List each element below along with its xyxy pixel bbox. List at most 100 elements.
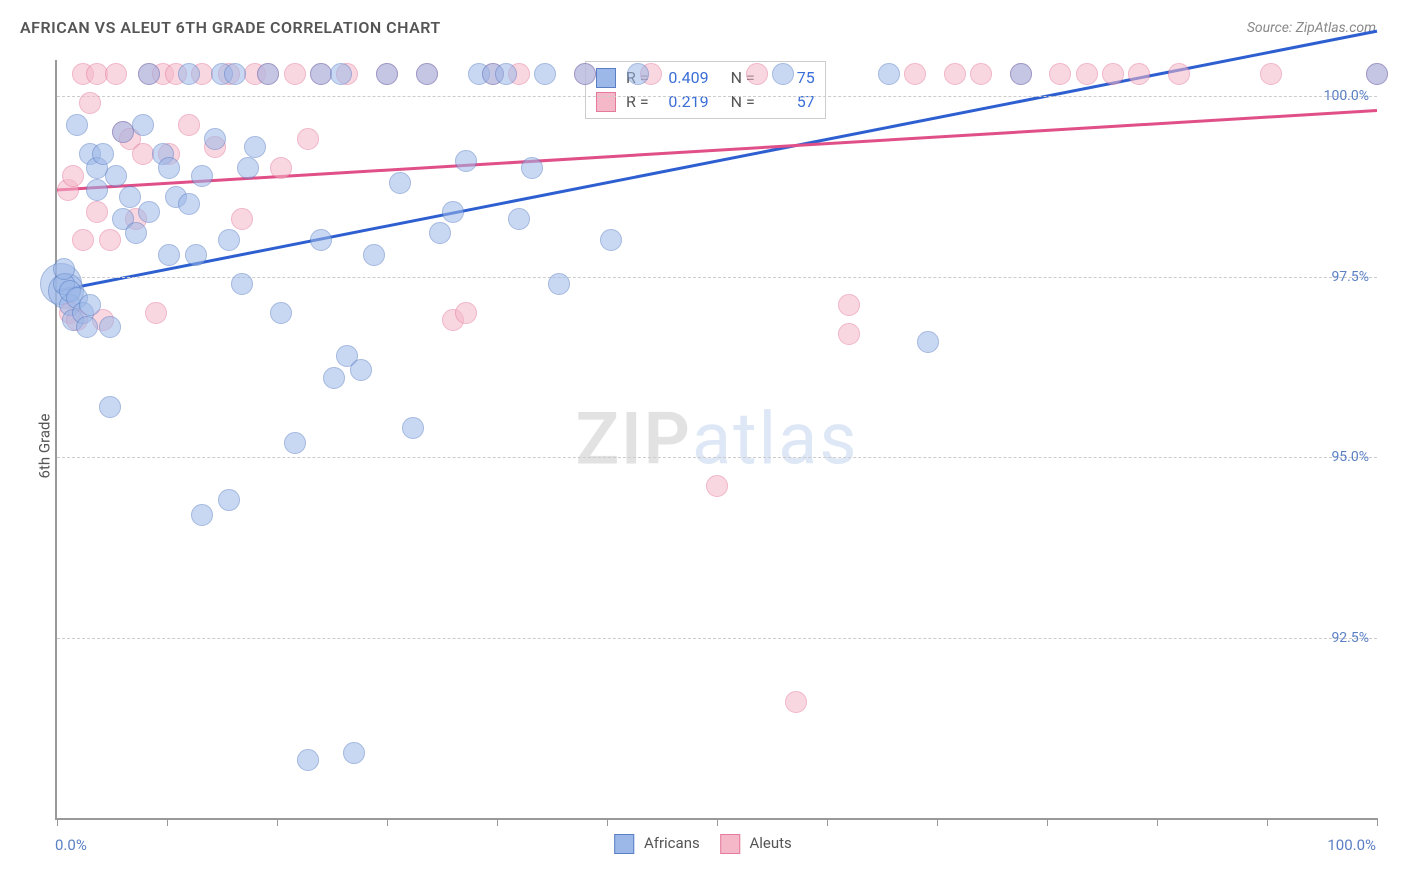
scatter-point-africans <box>218 229 240 251</box>
aleuts-swatch-icon <box>720 834 740 854</box>
scatter-point-aleuts <box>270 157 292 179</box>
x-tick <box>607 818 608 826</box>
scatter-point-africans <box>79 294 101 316</box>
scatter-point-africans <box>330 63 352 85</box>
scatter-point-africans <box>455 150 477 172</box>
scatter-point-africans <box>270 302 292 324</box>
scatter-point-africans <box>53 258 75 280</box>
x-axis-max-label: 100.0% <box>1327 836 1376 854</box>
x-tick <box>937 818 938 826</box>
scatter-point-africans <box>185 244 207 266</box>
scatter-point-africans <box>350 359 372 381</box>
gridline <box>57 96 1377 97</box>
scatter-point-africans <box>297 749 319 771</box>
correlation-row: R =0.219N =57 <box>596 90 815 114</box>
scatter-point-africans <box>191 504 213 526</box>
scatter-point-africans <box>363 244 385 266</box>
scatter-point-africans <box>99 316 121 338</box>
gridline <box>57 638 1377 639</box>
scatter-point-aleuts <box>785 691 807 713</box>
legend: Africans Aleuts <box>614 834 792 854</box>
scatter-point-africans <box>66 114 88 136</box>
scatter-point-aleuts <box>1260 63 1282 85</box>
scatter-point-africans <box>1010 63 1032 85</box>
africans-swatch-icon <box>614 834 634 854</box>
gridline <box>57 277 1377 278</box>
chart-container: AFRICAN VS ALEUT 6TH GRADE CORRELATION C… <box>0 0 1406 892</box>
scatter-point-aleuts <box>297 128 319 150</box>
x-tick <box>827 818 828 826</box>
x-tick <box>1157 818 1158 826</box>
x-tick <box>387 818 388 826</box>
scatter-point-aleuts <box>86 63 108 85</box>
scatter-point-africans <box>442 201 464 223</box>
y-tick-label: 92.5% <box>1331 630 1369 646</box>
scatter-point-africans <box>310 63 332 85</box>
chart-title: AFRICAN VS ALEUT 6TH GRADE CORRELATION C… <box>20 18 441 37</box>
scatter-point-aleuts <box>284 63 306 85</box>
scatter-point-aleuts <box>79 92 101 114</box>
x-tick <box>717 818 718 826</box>
scatter-point-africans <box>138 63 160 85</box>
r-value: 0.409 <box>659 68 709 87</box>
scatter-point-aleuts <box>838 294 860 316</box>
scatter-point-africans <box>158 157 180 179</box>
scatter-point-aleuts <box>86 201 108 223</box>
x-tick <box>57 818 58 826</box>
correlation-swatch-icon <box>596 92 616 112</box>
scatter-point-africans <box>231 273 253 295</box>
scatter-point-aleuts <box>970 63 992 85</box>
scatter-point-africans <box>416 63 438 85</box>
scatter-point-africans <box>548 273 570 295</box>
x-tick <box>1377 818 1378 826</box>
scatter-point-aleuts <box>105 63 127 85</box>
y-tick-label: 97.5% <box>1331 269 1369 285</box>
x-tick <box>277 818 278 826</box>
scatter-point-africans <box>343 742 365 764</box>
scatter-point-africans <box>574 63 596 85</box>
scatter-point-africans <box>132 114 154 136</box>
scatter-point-africans <box>323 367 345 389</box>
scatter-point-africans <box>224 63 246 85</box>
correlation-swatch-icon <box>596 68 616 88</box>
plot-area: ZIPatlas R =0.409N =75R =0.219N =57 100.… <box>55 60 1377 820</box>
scatter-point-africans <box>508 208 530 230</box>
scatter-point-africans <box>917 331 939 353</box>
scatter-point-africans <box>627 63 649 85</box>
scatter-point-aleuts <box>904 63 926 85</box>
scatter-point-aleuts <box>455 302 477 324</box>
scatter-point-aleuts <box>231 208 253 230</box>
scatter-point-aleuts <box>1128 63 1150 85</box>
scatter-point-africans <box>534 63 556 85</box>
scatter-point-africans <box>521 157 543 179</box>
scatter-point-africans <box>772 63 794 85</box>
scatter-point-africans <box>1366 63 1388 85</box>
scatter-point-aleuts <box>145 302 167 324</box>
y-tick-label: 100.0% <box>1324 88 1369 104</box>
scatter-point-africans <box>310 229 332 251</box>
scatter-point-africans <box>112 121 134 143</box>
scatter-point-aleuts <box>746 63 768 85</box>
legend-label-aleuts: Aleuts <box>749 834 791 852</box>
scatter-point-africans <box>495 63 517 85</box>
scatter-point-africans <box>178 193 200 215</box>
scatter-point-africans <box>244 136 266 158</box>
scatter-point-aleuts <box>944 63 966 85</box>
scatter-point-africans <box>257 63 279 85</box>
scatter-point-africans <box>600 229 622 251</box>
legend-item-aleuts: Aleuts <box>720 834 792 854</box>
y-axis-label: 6th Grade <box>35 414 53 479</box>
scatter-point-africans <box>178 63 200 85</box>
scatter-point-africans <box>99 396 121 418</box>
scatter-point-aleuts <box>62 165 84 187</box>
scatter-point-aleuts <box>72 229 94 251</box>
scatter-point-africans <box>105 165 127 187</box>
x-tick <box>1267 818 1268 826</box>
scatter-point-africans <box>204 128 226 150</box>
scatter-point-aleuts <box>838 323 860 345</box>
legend-label-africans: Africans <box>644 834 700 852</box>
legend-item-africans: Africans <box>614 834 700 854</box>
r-label: R = <box>626 92 649 111</box>
scatter-point-aleuts <box>178 114 200 136</box>
scatter-point-aleuts <box>1049 63 1071 85</box>
